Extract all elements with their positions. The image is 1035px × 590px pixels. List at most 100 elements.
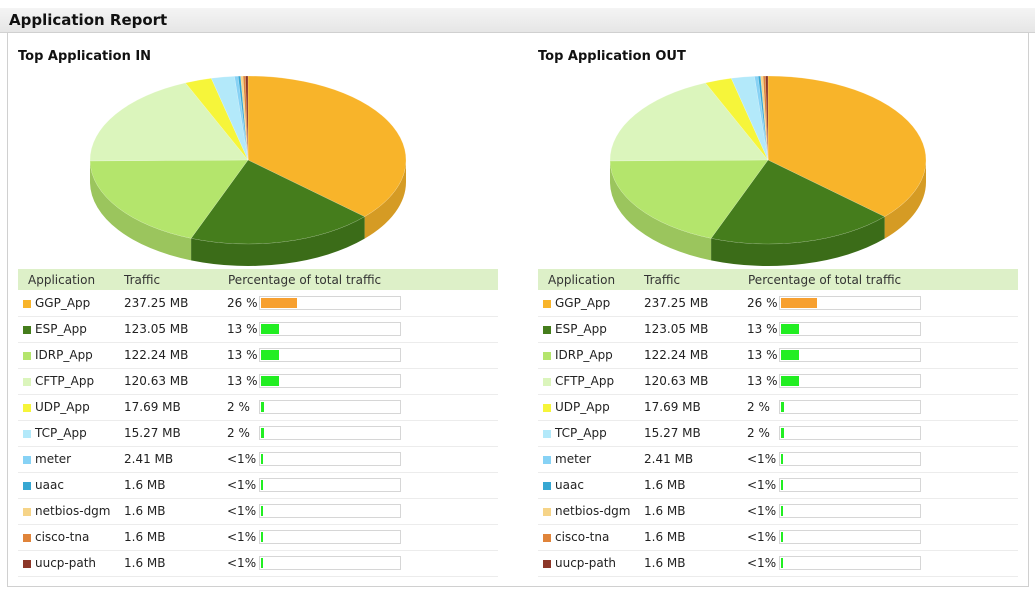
- table-row: uaac 1.6 MB <1%: [538, 473, 1018, 499]
- header-percentage: Percentage of total traffic: [228, 273, 382, 287]
- pie-slice-UDP_App: [185, 78, 249, 161]
- percentage-bar: [259, 556, 401, 570]
- percentage-bar-fill: [781, 532, 783, 542]
- legend-swatch: [23, 560, 31, 568]
- traffic-value: 1.6 MB: [644, 556, 686, 570]
- percentage-bar-fill: [781, 428, 784, 438]
- percentage-bar: [259, 322, 401, 336]
- percentage-bar-fill: [261, 428, 264, 438]
- panel-title: Top Application OUT: [538, 49, 686, 64]
- percentage-bar: [779, 556, 921, 570]
- percentage-label: 13 %: [747, 322, 778, 336]
- pie-slice-cisco-tna: [762, 75, 769, 161]
- percentage-bar-fill: [261, 506, 263, 516]
- traffic-value: 15.27 MB: [124, 426, 181, 440]
- pie-slice-side-ESP_App: [711, 216, 885, 266]
- percentage-bar: [779, 400, 921, 414]
- percentage-bar: [779, 322, 921, 336]
- legend-swatch: [543, 456, 551, 464]
- percentage-bar-fill: [781, 402, 784, 412]
- application-name: IDRP_App: [35, 348, 93, 362]
- pie-slice-IDRP_App: [609, 159, 769, 239]
- table-row: UDP_App 17.69 MB 2 %: [18, 395, 498, 421]
- legend-swatch: [543, 534, 551, 542]
- percentage-bar: [259, 478, 401, 492]
- percentage-label: <1%: [227, 452, 257, 466]
- legend-swatch: [543, 482, 551, 490]
- legend-swatch: [23, 430, 31, 438]
- legend-swatch: [23, 456, 31, 464]
- pie-slice-uaac: [757, 75, 769, 161]
- legend-swatch: [23, 508, 31, 516]
- application-name: netbios-dgm: [35, 504, 111, 518]
- percentage-label: 2 %: [227, 400, 250, 414]
- percentage-label: 2 %: [227, 426, 250, 440]
- header-traffic: Traffic: [124, 273, 161, 287]
- table-row: uucp-path 1.6 MB <1%: [538, 551, 1018, 577]
- pie-slice-CFTP_App: [89, 82, 249, 162]
- percentage-bar: [779, 296, 921, 310]
- legend-swatch: [23, 482, 31, 490]
- percentage-bar: [779, 504, 921, 518]
- percentage-bar-fill: [261, 350, 279, 360]
- traffic-value: 17.69 MB: [124, 400, 181, 414]
- traffic-value: 123.05 MB: [124, 322, 189, 336]
- legend-swatch: [543, 430, 551, 438]
- application-name: uaac: [35, 478, 64, 492]
- percentage-bar: [259, 530, 401, 544]
- percentage-label: <1%: [747, 478, 777, 492]
- table-header: Application Traffic Percentage of total …: [18, 269, 498, 290]
- traffic-value: 1.6 MB: [644, 530, 686, 544]
- pie-slice-ESP_App: [710, 159, 886, 245]
- pie-chart-out: [609, 75, 927, 266]
- table-row: UDP_App 17.69 MB 2 %: [538, 395, 1018, 421]
- application-name: uucp-path: [555, 556, 617, 570]
- application-name: cisco-tna: [35, 530, 90, 544]
- traffic-value: 237.25 MB: [644, 296, 709, 310]
- application-name: CFTP_App: [555, 374, 615, 388]
- table-row: CFTP_App 120.63 MB 13 %: [18, 369, 498, 395]
- application-name: ESP_App: [555, 322, 607, 336]
- page-title-bar: Application Report: [0, 8, 1035, 33]
- header-traffic: Traffic: [644, 273, 681, 287]
- percentage-label: 26 %: [747, 296, 778, 310]
- percentage-label: 2 %: [747, 426, 770, 440]
- percentage-label: 13 %: [227, 374, 258, 388]
- traffic-value: 1.6 MB: [124, 556, 166, 570]
- pie-slice-meter: [754, 75, 769, 161]
- percentage-label: <1%: [227, 530, 257, 544]
- table-row: meter 2.41 MB <1%: [538, 447, 1018, 473]
- percentage-bar: [259, 426, 401, 440]
- percentage-label: 13 %: [747, 348, 778, 362]
- application-name: cisco-tna: [555, 530, 610, 544]
- percentage-label: <1%: [227, 504, 257, 518]
- legend-swatch: [543, 352, 551, 360]
- percentage-label: <1%: [227, 556, 257, 570]
- percentage-bar-fill: [261, 298, 297, 308]
- application-name: meter: [35, 452, 72, 466]
- application-name: CFTP_App: [35, 374, 95, 388]
- percentage-label: 2 %: [747, 400, 770, 414]
- header-application: Application: [548, 273, 616, 287]
- percentage-bar-fill: [261, 558, 263, 568]
- application-name: meter: [555, 452, 592, 466]
- legend-swatch: [543, 378, 551, 386]
- table-row: ESP_App 123.05 MB 13 %: [18, 317, 498, 343]
- pie-slice-meter: [234, 75, 249, 161]
- header-percentage: Percentage of total traffic: [748, 273, 902, 287]
- percentage-label: 13 %: [227, 348, 258, 362]
- percentage-bar: [259, 296, 401, 310]
- traffic-value: 1.6 MB: [124, 478, 166, 492]
- application-name: IDRP_App: [555, 348, 613, 362]
- pie-slice-side-GGP_App: [884, 160, 926, 239]
- traffic-value: 1.6 MB: [644, 478, 686, 492]
- pie-slice-netbios-dgm: [240, 75, 249, 161]
- application-name: uucp-path: [35, 556, 97, 570]
- table-row: netbios-dgm 1.6 MB <1%: [18, 499, 498, 525]
- application-name: GGP_App: [35, 296, 91, 310]
- percentage-bar: [779, 530, 921, 544]
- traffic-value: 1.6 MB: [124, 530, 166, 544]
- percentage-label: 26 %: [227, 296, 258, 310]
- pie-slice-cisco-tna: [242, 75, 249, 161]
- application-name: GGP_App: [555, 296, 611, 310]
